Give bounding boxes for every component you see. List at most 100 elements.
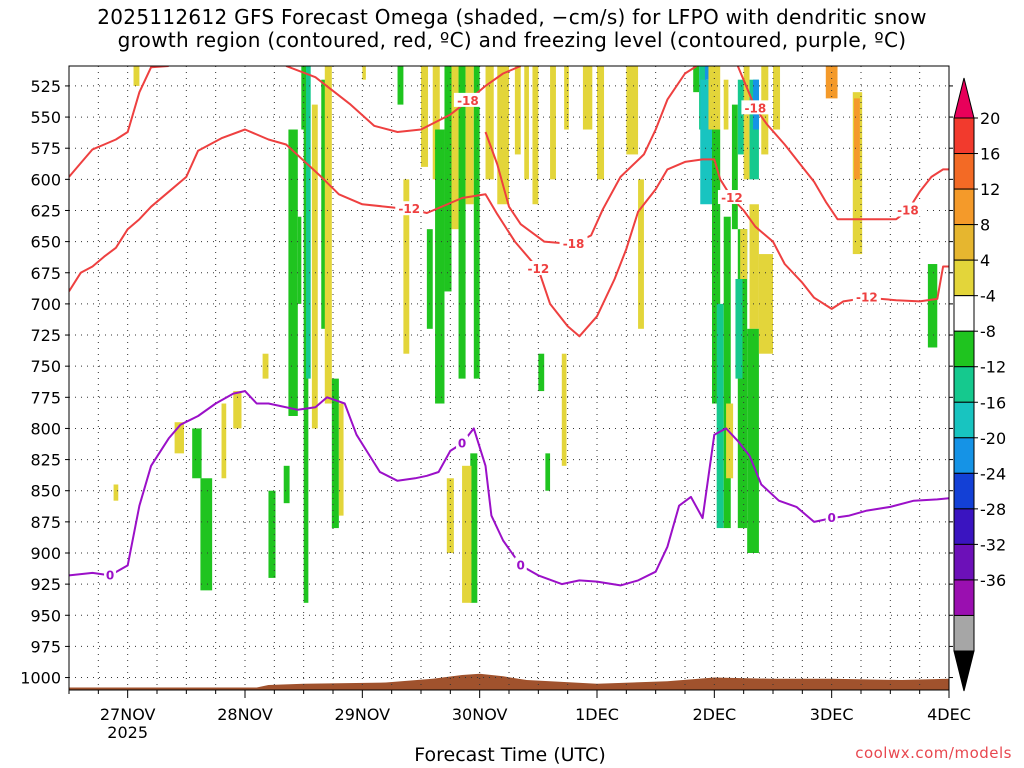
omega-cell bbox=[564, 66, 569, 130]
colorbar-segment bbox=[953, 472, 975, 510]
y-tick-label: 625 bbox=[30, 201, 61, 220]
omega-cell bbox=[638, 179, 644, 329]
contour-label-bg bbox=[456, 435, 469, 450]
omega-cell bbox=[693, 66, 700, 93]
omega-cell bbox=[200, 478, 213, 591]
colorbar-label: 16 bbox=[980, 145, 1000, 164]
x-tick-label: 28NOV bbox=[217, 705, 273, 724]
colorbar-segment bbox=[953, 259, 975, 297]
terrain bbox=[69, 673, 949, 690]
colorbar-segment bbox=[953, 153, 975, 190]
colorbar-label: -16 bbox=[980, 393, 1006, 412]
omega-cell bbox=[444, 66, 452, 292]
omega-cell bbox=[737, 229, 748, 529]
contour-label-bg bbox=[741, 100, 770, 115]
colorbar-label: 4 bbox=[980, 251, 990, 270]
omega-cell bbox=[485, 66, 494, 180]
contour-label-bg bbox=[825, 510, 838, 525]
omega-cell bbox=[421, 66, 429, 167]
title-line-2: growth region (contoured, red, ºC) and f… bbox=[117, 28, 907, 52]
omega-cell bbox=[331, 378, 339, 529]
contour-line bbox=[69, 128, 949, 338]
omega-cell bbox=[221, 403, 227, 479]
contour-label: -12 bbox=[721, 191, 743, 205]
colorbar-label: 8 bbox=[980, 216, 990, 235]
contour-line bbox=[285, 66, 522, 133]
y-tick-label: 700 bbox=[30, 295, 61, 314]
contour-label-bg bbox=[524, 261, 553, 276]
contour-line bbox=[736, 66, 949, 221]
colorbar-segment bbox=[953, 117, 975, 155]
colorbar-segment bbox=[953, 437, 975, 474]
colorbar-segment bbox=[953, 224, 975, 261]
colorbar-segment bbox=[953, 295, 975, 332]
y-tick-label: 550 bbox=[30, 108, 61, 127]
contour-label: -12 bbox=[527, 262, 549, 276]
omega-cell bbox=[514, 66, 521, 155]
omega-cell bbox=[743, 66, 750, 180]
omega-cell bbox=[731, 104, 738, 230]
contour-label: -18 bbox=[563, 237, 585, 251]
contour-line bbox=[69, 390, 949, 587]
colorbar: 20 16 12 8 4 -4 -8 -12 -16 -20 -24 -28 -32 -36 bbox=[953, 77, 1006, 692]
omega-cell bbox=[403, 179, 410, 354]
y-tick-label: 775 bbox=[30, 388, 61, 407]
contour-label: -18 bbox=[457, 94, 479, 108]
omega-cell bbox=[303, 79, 309, 603]
y-tick-label: 900 bbox=[30, 544, 61, 563]
colorbar-segment bbox=[953, 508, 975, 545]
omega-cell bbox=[426, 229, 433, 329]
contour-label-bg bbox=[559, 236, 588, 251]
omega-cell bbox=[700, 79, 712, 205]
omega-cell bbox=[532, 66, 539, 205]
colorbar-top-arrow bbox=[953, 77, 975, 119]
omega-cell bbox=[740, 229, 748, 279]
x-tick-label: 1DEC bbox=[575, 705, 619, 724]
omega-cell bbox=[306, 66, 311, 379]
omega-cell bbox=[708, 66, 721, 130]
omega-cell bbox=[451, 66, 459, 230]
omega-cell bbox=[297, 216, 302, 304]
omega-cell bbox=[174, 422, 184, 454]
x-tick-label: 30NOV bbox=[452, 705, 508, 724]
contour-label-bg bbox=[893, 202, 922, 217]
x-tick-label: 2DEC bbox=[692, 705, 736, 724]
y-axis-ticks: 525 550 575 600 625 650 675 700 725 750 775 800 825 8… bbox=[20, 77, 953, 688]
credit-text: coolwx.com/models bbox=[855, 744, 1012, 762]
colorbar-label: -36 bbox=[980, 571, 1006, 590]
y-tick-label: 925 bbox=[30, 575, 61, 594]
omega-cell bbox=[582, 66, 593, 130]
y-tick-label: 975 bbox=[30, 637, 61, 656]
y-tick-label: 650 bbox=[30, 233, 61, 252]
colorbar-segment bbox=[953, 330, 975, 368]
contour-label-bg bbox=[104, 567, 117, 582]
colorbar-label: -28 bbox=[980, 500, 1006, 519]
omega-cell bbox=[435, 129, 445, 404]
y-tick-label: 950 bbox=[30, 606, 61, 625]
omega-cell bbox=[538, 353, 545, 392]
omega-cell bbox=[704, 66, 711, 80]
contour-label-bg bbox=[514, 557, 527, 572]
omega-cell bbox=[550, 66, 556, 180]
omega-cell bbox=[723, 79, 729, 130]
omega-cell bbox=[597, 66, 605, 180]
omega-cell bbox=[362, 66, 366, 80]
omega-cell bbox=[465, 66, 474, 205]
x-tick-label: 3DEC bbox=[810, 705, 854, 724]
omega-shading bbox=[113, 66, 938, 603]
contour-label-bg bbox=[852, 289, 881, 304]
x-axis-label: Forecast Time (UTC) bbox=[414, 744, 606, 766]
contour-label: 0 bbox=[106, 568, 114, 582]
contour-label: -12 bbox=[856, 291, 878, 305]
colorbar-segment bbox=[953, 614, 975, 652]
omega-cell bbox=[716, 303, 724, 529]
omega-cell bbox=[338, 403, 344, 516]
omega-cell bbox=[446, 478, 454, 553]
contour-label: 0 bbox=[458, 436, 466, 450]
dgz-contours bbox=[69, 66, 949, 338]
colorbar-segment bbox=[953, 188, 975, 226]
colorbar-label: -12 bbox=[980, 358, 1006, 377]
omega-cell bbox=[825, 66, 838, 99]
